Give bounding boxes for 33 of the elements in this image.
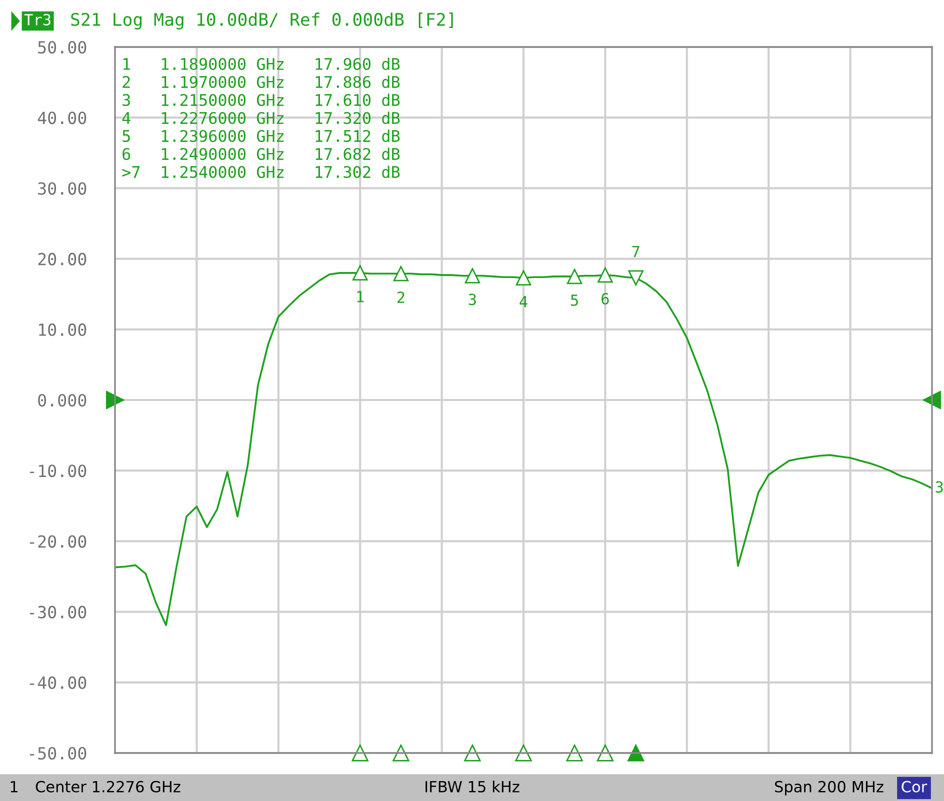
y-tick-label: -50.00 bbox=[30, 747, 86, 760]
y-tick-label: -20.00 bbox=[30, 535, 86, 548]
chart-title: S21 Log Mag 10.00dB/ Ref 0.000dB [F2] bbox=[71, 12, 453, 30]
y-tick-label: 0.000 bbox=[38, 394, 86, 407]
y-tick-label: 10.00 bbox=[39, 323, 86, 336]
annotation: 6 bbox=[602, 292, 609, 305]
annotation: 2 1.1970000 GHz 17.886 dB bbox=[122, 76, 400, 88]
annotation: 1 1.1890000 GHz 17.960 dB bbox=[123, 58, 400, 70]
annotation: 5 bbox=[571, 294, 578, 306]
annotation: 6 1.2490000 GHz 17.682 dB bbox=[122, 148, 400, 160]
text: Span 200 MHz bbox=[775, 780, 884, 796]
text: Center 1.2276 GHz bbox=[36, 780, 180, 792]
text: Cor bbox=[902, 780, 928, 792]
annotation: 4 1.2276000 GHz 17.320 dB bbox=[122, 112, 400, 124]
text: Tr3 bbox=[24, 14, 50, 26]
annotation: >7 1.2540000 GHz 17.302 dB bbox=[122, 166, 400, 178]
annotation: 3 1.2150000 GHz 17.610 dB bbox=[122, 94, 400, 106]
y-tick-label: -30.00 bbox=[30, 606, 86, 618]
annotation: 5 1.2396000 GHz 17.512 dB bbox=[122, 130, 400, 142]
annotation: 3 bbox=[468, 294, 476, 306]
y-tick-label: 30.00 bbox=[38, 182, 86, 195]
annotation: 1 bbox=[357, 291, 364, 302]
annotation: 4 bbox=[520, 296, 528, 308]
y-tick-label: 20.00 bbox=[38, 252, 86, 266]
y-tick-label: 40.00 bbox=[38, 112, 86, 124]
annotation: 7 bbox=[632, 246, 640, 258]
y-tick-label: 50.00 bbox=[38, 41, 86, 54]
text: 3 bbox=[936, 481, 943, 493]
y-tick-label: -40.00 bbox=[30, 676, 86, 690]
text: IFBW 15 kHz bbox=[426, 780, 520, 792]
annotation: 2 bbox=[397, 292, 404, 303]
text: 1 bbox=[10, 781, 18, 792]
y-tick-label: -10.00 bbox=[30, 464, 86, 478]
